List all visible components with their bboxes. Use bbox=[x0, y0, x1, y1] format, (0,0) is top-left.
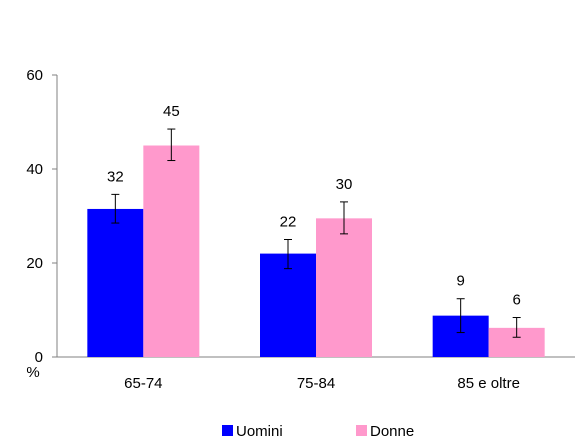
legend-swatch-donne bbox=[356, 425, 367, 436]
y-tick-label-2: 40 bbox=[26, 161, 43, 178]
data-label-uomini-0: 32 bbox=[107, 168, 124, 185]
y-axis-ticks: 0 20 40 60 bbox=[26, 67, 57, 366]
legend-label-donne: Donne bbox=[370, 423, 414, 440]
y-tick-label-1: 20 bbox=[26, 255, 43, 272]
legend: Uomini Donne bbox=[222, 423, 414, 440]
data-label-donne-1: 30 bbox=[336, 176, 353, 193]
bar-donne-1 bbox=[316, 218, 372, 357]
bars-group bbox=[87, 145, 545, 357]
bar-uomini-1 bbox=[260, 253, 316, 357]
category-label-1: 75-84 bbox=[297, 375, 335, 392]
data-label-donne-0: 45 bbox=[163, 103, 180, 120]
data-label-uomini-1: 22 bbox=[280, 214, 297, 231]
data-labels-group: 32 45 22 30 9 6 bbox=[107, 103, 521, 308]
y-tick-label-3: 60 bbox=[26, 67, 43, 84]
error-bars-group bbox=[111, 128, 521, 338]
data-label-donne-2: 6 bbox=[512, 292, 520, 309]
category-label-0: 65-74 bbox=[124, 375, 162, 392]
data-label-uomini-2: 9 bbox=[456, 273, 464, 290]
category-labels-group: 65-74 75-84 85 e oltre bbox=[124, 375, 520, 392]
legend-label-uomini: Uomini bbox=[236, 423, 283, 440]
y-axis-label: % bbox=[26, 364, 39, 381]
bar-uomini-0 bbox=[87, 208, 144, 357]
y-tick-label-0: 0 bbox=[35, 349, 43, 366]
legend-swatch-uomini bbox=[222, 425, 233, 436]
bar-donne-0 bbox=[143, 145, 200, 357]
category-label-2: 85 e oltre bbox=[457, 375, 520, 392]
